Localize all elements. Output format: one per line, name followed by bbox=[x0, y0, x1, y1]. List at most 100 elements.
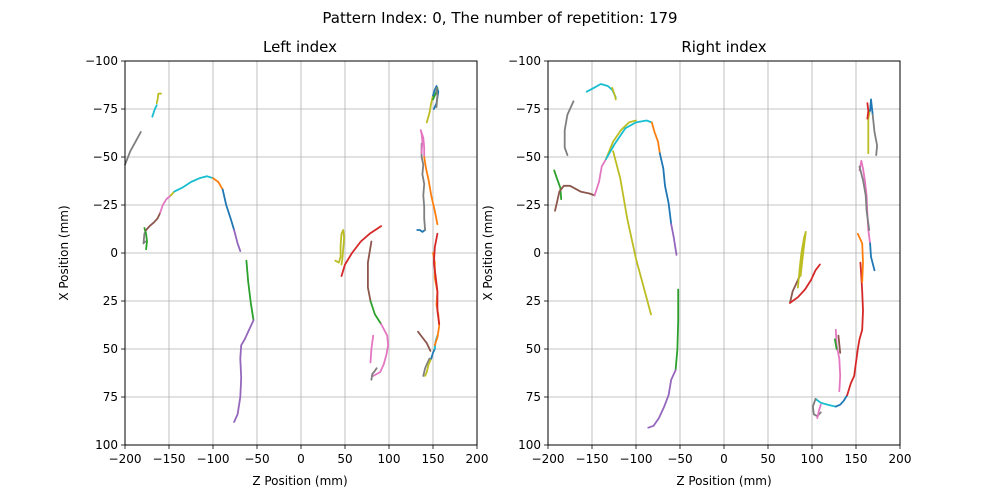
right-trace-13 bbox=[647, 369, 677, 429]
left-trace-14 bbox=[334, 229, 345, 266]
left-trace-30 bbox=[419, 129, 426, 158]
left-trace-28 bbox=[416, 229, 426, 233]
right-y-tick-label: 100 bbox=[518, 438, 541, 452]
right-x-tick-label: 0 bbox=[720, 452, 728, 466]
left-y-tick-label: 50 bbox=[103, 342, 118, 356]
left-trace-19 bbox=[369, 334, 375, 364]
right-trace-27 bbox=[858, 165, 871, 231]
right-trace-31 bbox=[869, 98, 874, 116]
left-trace-29 bbox=[420, 142, 426, 231]
left-x-tick-label: −50 bbox=[244, 452, 269, 466]
right-trace-20 bbox=[814, 398, 837, 408]
left-trace-8 bbox=[173, 175, 214, 193]
left-x-tick-label: 0 bbox=[297, 452, 305, 466]
right-y-tick-label: −50 bbox=[516, 150, 541, 164]
left-index-title: Left index bbox=[263, 38, 337, 56]
left-x-tick-label: 100 bbox=[378, 452, 401, 466]
left-trace-15 bbox=[340, 225, 382, 277]
right-x-tick-label: −200 bbox=[532, 452, 565, 466]
right-x-axis-label: Z Position (mm) bbox=[676, 474, 771, 488]
left-y-tick-label: −25 bbox=[93, 198, 118, 212]
right-trace-23 bbox=[834, 394, 849, 408]
left-trace-23 bbox=[430, 348, 436, 360]
right-x-tick-label: −50 bbox=[667, 452, 692, 466]
right-trace-25 bbox=[856, 232, 864, 283]
right-y-tick-label: −100 bbox=[508, 54, 541, 68]
left-y-tick-label: −50 bbox=[93, 150, 118, 164]
left-y-tick-label: 100 bbox=[95, 438, 118, 452]
right-trace-15 bbox=[789, 263, 821, 304]
right-trace-18 bbox=[834, 338, 838, 350]
right-x-tick-label: −100 bbox=[620, 452, 653, 466]
left-trace-18 bbox=[372, 323, 389, 377]
right-trace-30 bbox=[866, 102, 870, 120]
right-y-tick-label: 25 bbox=[526, 294, 541, 308]
right-trace-24 bbox=[846, 261, 864, 396]
left-trace-27 bbox=[433, 232, 441, 325]
right-trace-10 bbox=[670, 223, 678, 256]
left-y-tick-label: 25 bbox=[103, 294, 118, 308]
left-x-tick-label: −150 bbox=[153, 452, 186, 466]
left-trace-13 bbox=[233, 319, 255, 423]
left-trace-21 bbox=[422, 357, 431, 377]
left-trace-16 bbox=[367, 240, 373, 302]
left-trace-35 bbox=[435, 87, 439, 108]
left-trace-22 bbox=[424, 357, 433, 377]
left-trace-11 bbox=[233, 229, 242, 252]
right-y-tick-label: −25 bbox=[516, 198, 541, 212]
left-trace-6 bbox=[159, 194, 172, 214]
right-trace-11 bbox=[612, 150, 652, 316]
right-y-tick-label: 0 bbox=[533, 246, 541, 260]
left-x-axis-label: Z Position (mm) bbox=[252, 474, 347, 488]
left-trace-31 bbox=[423, 156, 439, 226]
right-trace-9 bbox=[658, 152, 673, 226]
right-trace-2 bbox=[611, 87, 617, 101]
left-trace-5 bbox=[145, 211, 162, 231]
right-trace-0 bbox=[563, 100, 575, 156]
right-trace-32 bbox=[871, 113, 878, 156]
right-trace-1 bbox=[585, 83, 617, 99]
right-trace-4 bbox=[554, 184, 596, 212]
right-trace-17 bbox=[834, 328, 842, 393]
right-x-tick-label: 200 bbox=[889, 452, 912, 466]
right-trace-22 bbox=[816, 403, 822, 419]
right-trace-7 bbox=[605, 119, 653, 160]
right-trace-28 bbox=[869, 242, 876, 272]
right-trace-12 bbox=[674, 288, 680, 371]
left-trace-0 bbox=[124, 131, 142, 166]
left-x-tick-label: −100 bbox=[197, 452, 230, 466]
left-trace-20 bbox=[370, 367, 378, 381]
right-x-tick-label: −150 bbox=[576, 452, 609, 466]
right-trace-16 bbox=[797, 231, 807, 289]
right-y-tick-label: −75 bbox=[516, 102, 541, 116]
left-x-tick-label: 150 bbox=[422, 452, 445, 466]
left-trace-10 bbox=[221, 188, 235, 231]
left-index-panel: Left index Z Position (mm) X Position (m… bbox=[57, 38, 488, 488]
right-trace-29 bbox=[867, 108, 871, 155]
right-x-tick-label: 100 bbox=[801, 452, 824, 466]
left-trace-4 bbox=[143, 227, 148, 251]
left-x-tick-label: −200 bbox=[109, 452, 142, 466]
left-y-axis-label: X Position (mm) bbox=[57, 205, 71, 300]
left-trace-1 bbox=[151, 104, 158, 118]
left-y-tick-label: −100 bbox=[85, 54, 118, 68]
right-trace-5 bbox=[593, 158, 607, 197]
right-y-tick-label: 50 bbox=[526, 342, 541, 356]
right-trace-6 bbox=[605, 119, 637, 160]
left-x-tick-label: 200 bbox=[466, 452, 489, 466]
left-trace-25 bbox=[417, 330, 432, 352]
left-y-tick-label: 75 bbox=[103, 390, 118, 404]
right-trace-3 bbox=[553, 169, 563, 201]
right-y-axis-label: X Position (mm) bbox=[481, 205, 495, 300]
left-trace-12 bbox=[245, 259, 255, 322]
right-trace-8 bbox=[650, 121, 661, 155]
left-trace-17 bbox=[369, 300, 382, 325]
left-trace-2 bbox=[155, 92, 162, 105]
right-index-title: Right index bbox=[681, 38, 766, 56]
right-x-tick-label: 150 bbox=[845, 452, 868, 466]
left-y-tick-label: −75 bbox=[93, 102, 118, 116]
left-trace-9 bbox=[212, 177, 224, 191]
right-x-tick-label: 50 bbox=[760, 452, 775, 466]
left-y-tick-label: 0 bbox=[110, 246, 118, 260]
